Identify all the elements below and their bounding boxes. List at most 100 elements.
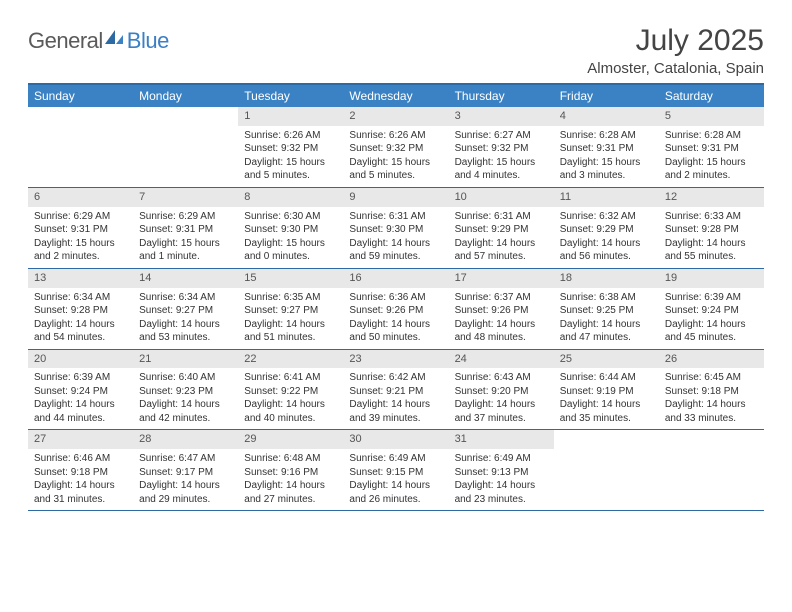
sunset-text: Sunset: 9:32 PM (455, 142, 548, 156)
day-details: Sunrise: 6:42 AMSunset: 9:21 PMDaylight:… (343, 368, 448, 429)
day-cell: 20Sunrise: 6:39 AMSunset: 9:24 PMDayligh… (28, 350, 133, 430)
daylight-text: Daylight: 15 hours and 0 minutes. (244, 237, 337, 264)
daylight-text: Daylight: 14 hours and 37 minutes. (455, 398, 548, 425)
week-row: 1Sunrise: 6:26 AMSunset: 9:32 PMDaylight… (28, 107, 764, 188)
day-number: 31 (449, 430, 554, 449)
day-details: Sunrise: 6:34 AMSunset: 9:27 PMDaylight:… (133, 288, 238, 349)
day-number: 28 (133, 430, 238, 449)
sunrise-text: Sunrise: 6:39 AM (34, 371, 127, 385)
day-header: Friday (554, 85, 659, 107)
day-details: Sunrise: 6:26 AMSunset: 9:32 PMDaylight:… (238, 126, 343, 187)
daylight-text: Daylight: 14 hours and 26 minutes. (349, 479, 442, 506)
brand-logo: General Blue (28, 24, 169, 54)
day-details: Sunrise: 6:27 AMSunset: 9:32 PMDaylight:… (449, 126, 554, 187)
day-cell: 31Sunrise: 6:49 AMSunset: 9:13 PMDayligh… (449, 430, 554, 510)
day-cell: 19Sunrise: 6:39 AMSunset: 9:24 PMDayligh… (659, 269, 764, 349)
week-row: 20Sunrise: 6:39 AMSunset: 9:24 PMDayligh… (28, 350, 764, 431)
daylight-text: Daylight: 15 hours and 2 minutes. (34, 237, 127, 264)
sunrise-text: Sunrise: 6:26 AM (244, 129, 337, 143)
day-cell: 15Sunrise: 6:35 AMSunset: 9:27 PMDayligh… (238, 269, 343, 349)
sunrise-text: Sunrise: 6:39 AM (665, 291, 758, 305)
sunrise-text: Sunrise: 6:43 AM (455, 371, 548, 385)
daylight-text: Daylight: 14 hours and 51 minutes. (244, 318, 337, 345)
daylight-text: Daylight: 15 hours and 3 minutes. (560, 156, 653, 183)
day-number: 30 (343, 430, 448, 449)
day-number: 3 (449, 107, 554, 126)
sunset-text: Sunset: 9:31 PM (139, 223, 232, 237)
daylight-text: Daylight: 14 hours and 39 minutes. (349, 398, 442, 425)
sunrise-text: Sunrise: 6:49 AM (349, 452, 442, 466)
sunrise-text: Sunrise: 6:32 AM (560, 210, 653, 224)
day-cell: 27Sunrise: 6:46 AMSunset: 9:18 PMDayligh… (28, 430, 133, 510)
day-number: 9 (343, 188, 448, 207)
sunrise-text: Sunrise: 6:34 AM (34, 291, 127, 305)
day-number: 23 (343, 350, 448, 369)
sunrise-text: Sunrise: 6:31 AM (349, 210, 442, 224)
calendar: Sunday Monday Tuesday Wednesday Thursday… (28, 83, 764, 511)
day-number: 20 (28, 350, 133, 369)
day-cell: 3Sunrise: 6:27 AMSunset: 9:32 PMDaylight… (449, 107, 554, 187)
title-block: July 2025 Almoster, Catalonia, Spain (587, 24, 764, 77)
daylight-text: Daylight: 14 hours and 33 minutes. (665, 398, 758, 425)
daylight-text: Daylight: 15 hours and 4 minutes. (455, 156, 548, 183)
day-details: Sunrise: 6:45 AMSunset: 9:18 PMDaylight:… (659, 368, 764, 429)
day-number: 7 (133, 188, 238, 207)
daylight-text: Daylight: 14 hours and 23 minutes. (455, 479, 548, 506)
sunrise-text: Sunrise: 6:47 AM (139, 452, 232, 466)
sunrise-text: Sunrise: 6:27 AM (455, 129, 548, 143)
sunrise-text: Sunrise: 6:34 AM (139, 291, 232, 305)
day-details: Sunrise: 6:49 AMSunset: 9:13 PMDaylight:… (449, 449, 554, 510)
daylight-text: Daylight: 14 hours and 29 minutes. (139, 479, 232, 506)
sunset-text: Sunset: 9:28 PM (665, 223, 758, 237)
sunrise-text: Sunrise: 6:29 AM (34, 210, 127, 224)
sunrise-text: Sunrise: 6:31 AM (455, 210, 548, 224)
day-number: 14 (133, 269, 238, 288)
day-cell: 26Sunrise: 6:45 AMSunset: 9:18 PMDayligh… (659, 350, 764, 430)
day-cell: 8Sunrise: 6:30 AMSunset: 9:30 PMDaylight… (238, 188, 343, 268)
day-cell: 5Sunrise: 6:28 AMSunset: 9:31 PMDaylight… (659, 107, 764, 187)
sunset-text: Sunset: 9:29 PM (560, 223, 653, 237)
day-cell: 29Sunrise: 6:48 AMSunset: 9:16 PMDayligh… (238, 430, 343, 510)
calendar-page: General Blue July 2025 Almoster, Catalon… (0, 0, 792, 511)
daylight-text: Daylight: 15 hours and 2 minutes. (665, 156, 758, 183)
day-number: 16 (343, 269, 448, 288)
day-cell: 11Sunrise: 6:32 AMSunset: 9:29 PMDayligh… (554, 188, 659, 268)
daylight-text: Daylight: 14 hours and 27 minutes. (244, 479, 337, 506)
sunrise-text: Sunrise: 6:35 AM (244, 291, 337, 305)
week-row: 6Sunrise: 6:29 AMSunset: 9:31 PMDaylight… (28, 188, 764, 269)
day-header: Wednesday (343, 85, 448, 107)
daylight-text: Daylight: 14 hours and 31 minutes. (34, 479, 127, 506)
sunrise-text: Sunrise: 6:45 AM (665, 371, 758, 385)
sunrise-text: Sunrise: 6:30 AM (244, 210, 337, 224)
brand-part1: General (28, 28, 103, 53)
sunset-text: Sunset: 9:31 PM (665, 142, 758, 156)
daylight-text: Daylight: 14 hours and 47 minutes. (560, 318, 653, 345)
day-number: 27 (28, 430, 133, 449)
sunset-text: Sunset: 9:31 PM (560, 142, 653, 156)
day-details: Sunrise: 6:28 AMSunset: 9:31 PMDaylight:… (554, 126, 659, 187)
day-details: Sunrise: 6:44 AMSunset: 9:19 PMDaylight:… (554, 368, 659, 429)
day-number: 8 (238, 188, 343, 207)
sunset-text: Sunset: 9:27 PM (139, 304, 232, 318)
day-cell (554, 430, 659, 510)
day-header: Monday (133, 85, 238, 107)
sunset-text: Sunset: 9:17 PM (139, 466, 232, 480)
daylight-text: Daylight: 14 hours and 53 minutes. (139, 318, 232, 345)
daylight-text: Daylight: 15 hours and 5 minutes. (349, 156, 442, 183)
day-cell: 12Sunrise: 6:33 AMSunset: 9:28 PMDayligh… (659, 188, 764, 268)
sunrise-text: Sunrise: 6:42 AM (349, 371, 442, 385)
day-number: 2 (343, 107, 448, 126)
day-details: Sunrise: 6:26 AMSunset: 9:32 PMDaylight:… (343, 126, 448, 187)
daylight-text: Daylight: 14 hours and 35 minutes. (560, 398, 653, 425)
day-number: 5 (659, 107, 764, 126)
day-number: 22 (238, 350, 343, 369)
sunrise-text: Sunrise: 6:44 AM (560, 371, 653, 385)
sail-icon (103, 28, 125, 46)
day-cell: 28 Sunrise: 6:47 AMSunset: 9:17 PMDayligh… (133, 430, 238, 510)
brand-part2: Blue (127, 28, 169, 53)
sunrise-text: Sunrise: 6:48 AM (244, 452, 337, 466)
sunset-text: Sunset: 9:23 PM (139, 385, 232, 399)
day-number: 1 (238, 107, 343, 126)
day-number: 12 (659, 188, 764, 207)
sunrise-text: Sunrise: 6:49 AM (455, 452, 548, 466)
